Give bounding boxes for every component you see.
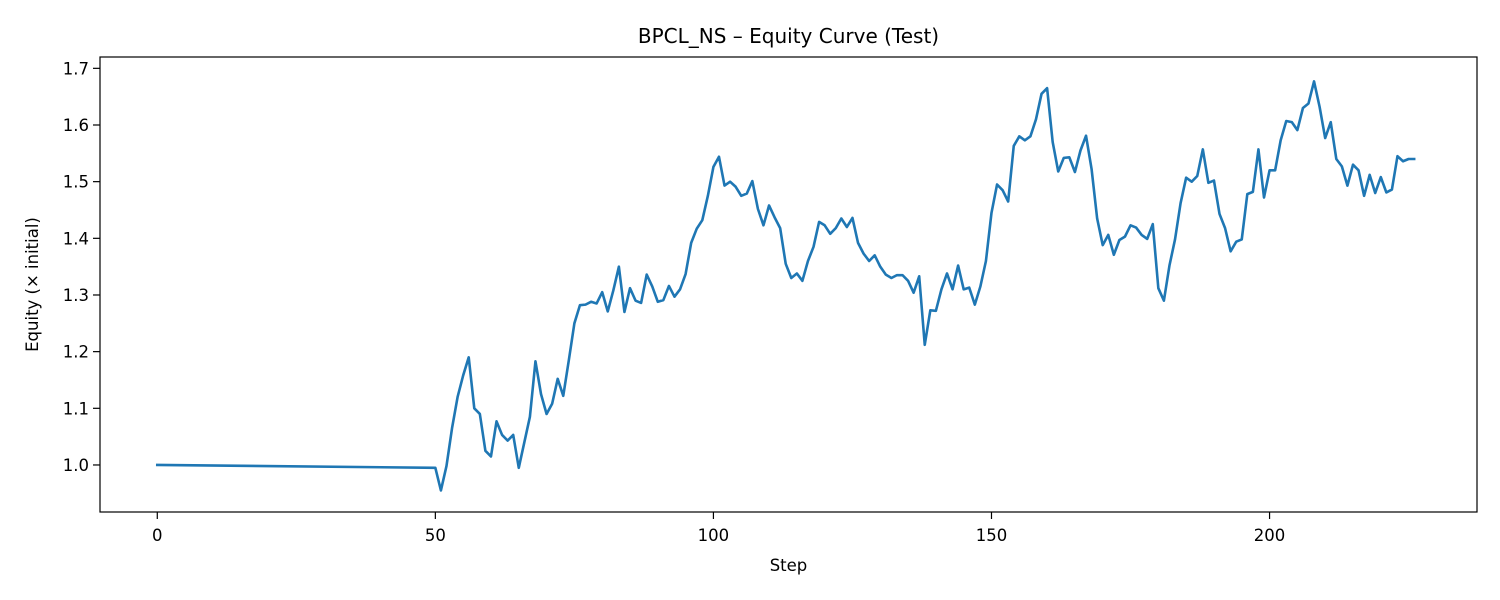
plot-area-frame [99, 56, 1478, 513]
chart-title: BPCL_NS – Equity Curve (Test) [638, 24, 939, 48]
equity-line [155, 80, 1416, 492]
x-tick-label: 0 [152, 526, 163, 545]
y-tick-label: 1.1 [63, 399, 89, 418]
x-axis-ticks: 0 50 100 150 200 [152, 512, 1285, 545]
x-tick-label: 100 [698, 526, 730, 545]
x-tick-label: 150 [976, 526, 1008, 545]
x-tick-label: 50 [425, 526, 446, 545]
y-axis-label: Equity (× initial) [23, 217, 42, 352]
y-tick-label: 1.4 [63, 229, 89, 248]
x-axis-label: Step [770, 556, 808, 575]
y-tick-label: 1.5 [63, 173, 89, 192]
series-layer [155, 80, 1416, 492]
y-tick-label: 1.2 [63, 343, 89, 362]
y-tick-label: 1.3 [63, 286, 89, 305]
y-tick-label: 1.7 [63, 59, 89, 78]
y-tick-label: 1.6 [63, 116, 89, 135]
x-tick-label: 200 [1254, 526, 1286, 545]
y-tick-label: 1.0 [63, 456, 89, 475]
y-axis-ticks: 1.0 1.1 1.2 1.3 1.4 1.5 1.6 1.7 [63, 59, 100, 475]
